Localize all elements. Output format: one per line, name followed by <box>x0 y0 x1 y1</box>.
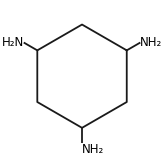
Text: H₂N: H₂N <box>2 36 25 49</box>
Text: NH₂: NH₂ <box>140 36 162 49</box>
Text: NH₂: NH₂ <box>82 143 104 156</box>
